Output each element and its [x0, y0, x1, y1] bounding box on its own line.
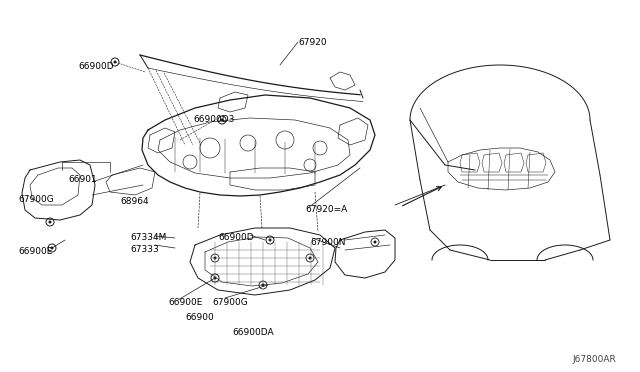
Circle shape	[49, 221, 51, 224]
Circle shape	[374, 241, 376, 244]
Text: 66900DA: 66900DA	[232, 328, 274, 337]
Circle shape	[308, 257, 312, 260]
Text: 67900G: 67900G	[212, 298, 248, 307]
Text: 66900: 66900	[185, 313, 214, 322]
Text: J67800AR: J67800AR	[572, 355, 616, 364]
Text: 66900D: 66900D	[78, 62, 114, 71]
Circle shape	[221, 119, 223, 122]
Text: 67920=A: 67920=A	[305, 205, 348, 214]
Circle shape	[214, 276, 216, 279]
Text: 67333: 67333	[130, 245, 159, 254]
Circle shape	[262, 283, 264, 286]
Circle shape	[214, 257, 216, 260]
Text: 67334M: 67334M	[130, 233, 166, 242]
Circle shape	[269, 238, 271, 241]
Text: 66900E: 66900E	[18, 247, 52, 256]
Text: 68964: 68964	[120, 197, 148, 206]
Text: 66900D3: 66900D3	[193, 115, 234, 124]
Circle shape	[51, 247, 54, 250]
Circle shape	[113, 61, 116, 64]
Text: 66900E: 66900E	[168, 298, 202, 307]
Text: 66900D: 66900D	[218, 233, 253, 242]
Text: 67920: 67920	[298, 38, 326, 47]
Text: 66901: 66901	[68, 175, 97, 184]
Text: 67900G: 67900G	[18, 195, 54, 204]
Text: 67900N: 67900N	[310, 238, 346, 247]
